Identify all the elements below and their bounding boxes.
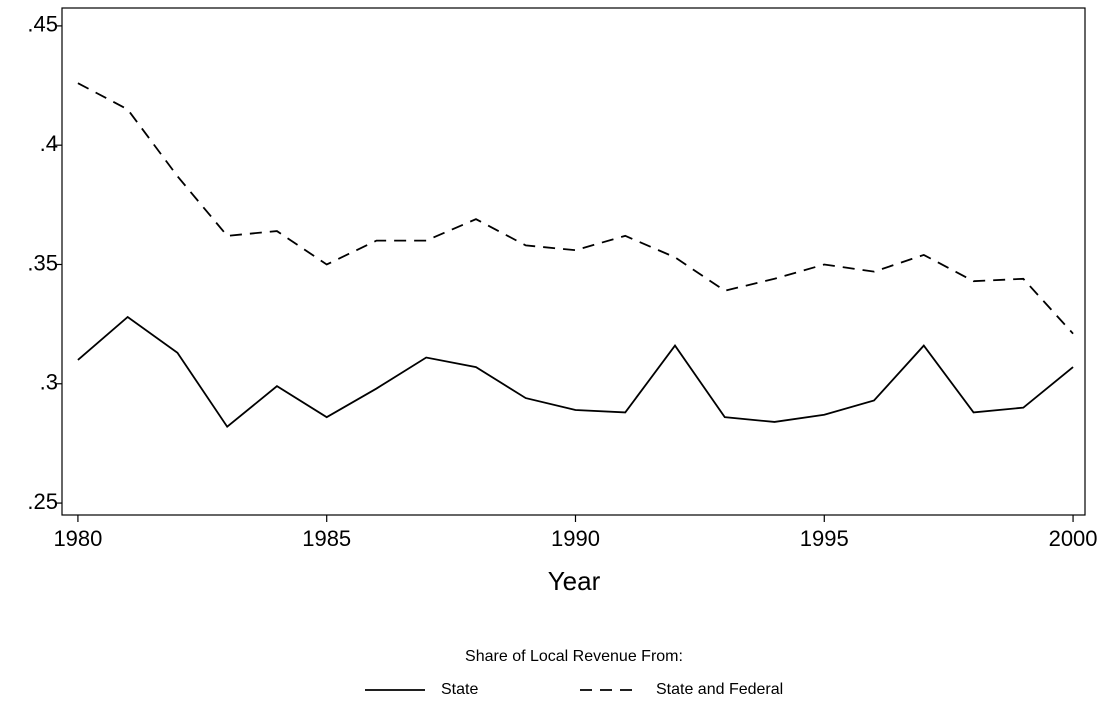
x-tick-label: 1980	[53, 526, 102, 551]
x-tick-label: 1990	[551, 526, 600, 551]
y-tick-label: .45	[27, 12, 58, 37]
legend-label: State and Federal	[656, 681, 783, 698]
y-tick-label: .4	[40, 131, 58, 156]
x-tick-label: 1995	[800, 526, 849, 551]
x-tick-label: 1985	[302, 526, 351, 551]
series-line	[77, 315, 1074, 429]
plot-frame	[61, 7, 1086, 516]
x-tick-label: 2000	[1049, 526, 1098, 551]
legend-title: Share of Local Revenue From:	[465, 648, 683, 665]
y-tick-label: .35	[27, 250, 58, 275]
y-tick-label: .25	[27, 489, 58, 514]
y-tick-label: .3	[40, 370, 58, 395]
legend-label: State	[441, 681, 478, 698]
x-axis-label: Year	[548, 566, 601, 596]
series-line	[77, 82, 1074, 335]
